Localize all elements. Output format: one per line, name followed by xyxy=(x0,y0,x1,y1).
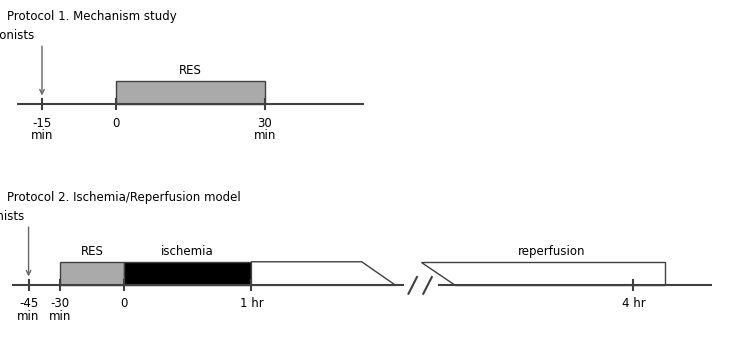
Text: -30: -30 xyxy=(51,297,70,310)
Text: Protocol 2. Ischemia/Reperfusion model: Protocol 2. Ischemia/Reperfusion model xyxy=(7,191,241,204)
Text: 1 hr: 1 hr xyxy=(240,297,263,310)
Text: 0: 0 xyxy=(113,117,120,130)
Text: RES: RES xyxy=(81,245,103,258)
Polygon shape xyxy=(251,262,396,285)
Text: reperfusion: reperfusion xyxy=(518,245,586,258)
Text: min: min xyxy=(31,129,54,142)
Text: Protocol 1. Mechanism study: Protocol 1. Mechanism study xyxy=(7,10,177,23)
Bar xyxy=(117,81,265,104)
Bar xyxy=(124,262,251,285)
Text: -45: -45 xyxy=(19,297,38,310)
Text: min: min xyxy=(254,129,276,142)
Text: min: min xyxy=(49,310,72,323)
Text: 4 hr: 4 hr xyxy=(622,297,645,310)
Text: antagonists: antagonists xyxy=(0,29,34,42)
Text: min: min xyxy=(18,310,40,323)
Text: 0: 0 xyxy=(120,297,128,310)
Text: 30: 30 xyxy=(257,117,272,130)
Polygon shape xyxy=(421,262,666,285)
Text: antagonists: antagonists xyxy=(0,210,24,223)
Text: RES: RES xyxy=(179,64,202,77)
Text: -15: -15 xyxy=(32,117,51,130)
Bar xyxy=(60,262,124,285)
Text: ischemia: ischemia xyxy=(161,245,214,258)
